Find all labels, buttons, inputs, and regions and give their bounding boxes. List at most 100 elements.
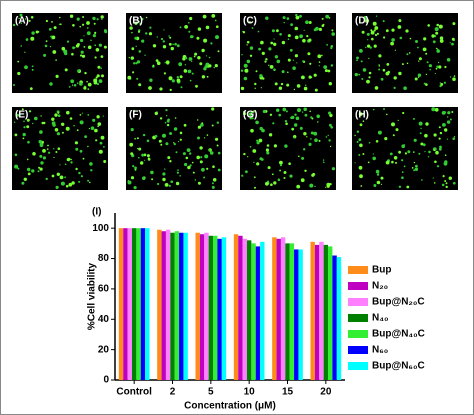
cell-dot	[45, 177, 48, 181]
cell-dot	[211, 14, 216, 18]
cell-dot	[22, 132, 26, 137]
cell-dot	[31, 31, 35, 35]
cell-dot	[194, 52, 198, 56]
cell-dot	[390, 41, 394, 46]
cell-dot	[53, 156, 55, 159]
cell-dot	[149, 78, 153, 82]
cell-dot	[299, 126, 303, 130]
cell-dot	[269, 113, 273, 117]
cell-dot	[439, 82, 441, 84]
cell-dot	[398, 19, 402, 23]
cell-dot	[131, 31, 133, 34]
cell-dot	[49, 82, 53, 86]
cell-dot	[96, 18, 99, 21]
cell-dot	[254, 87, 256, 90]
cell-dot	[39, 167, 43, 171]
y-tick-label: 60	[98, 284, 110, 295]
cell-dot	[384, 137, 388, 141]
cell-dot	[197, 136, 200, 140]
panel-label: (H)	[355, 110, 369, 121]
cell-dot	[408, 52, 411, 54]
cell-dot	[180, 86, 183, 89]
cell-dot	[174, 42, 177, 46]
cell-dot	[283, 21, 285, 24]
cell-dot	[39, 143, 44, 148]
cell-dot	[64, 163, 67, 166]
cell-dot	[287, 34, 291, 38]
legend-swatch	[348, 314, 368, 322]
cell-dot	[72, 46, 75, 50]
cell-dot	[31, 169, 35, 173]
cell-dot	[438, 147, 442, 151]
cell-dot	[445, 185, 448, 189]
cell-dot	[58, 23, 61, 25]
bar	[208, 235, 214, 380]
cell-dot	[199, 62, 203, 66]
cell-dot	[95, 76, 98, 79]
cell-dot	[401, 159, 404, 162]
cell-dot	[87, 114, 90, 116]
cell-dot	[182, 57, 186, 61]
cell-dot	[165, 60, 170, 65]
cell-dot	[138, 156, 140, 159]
cell-dot	[162, 177, 166, 182]
cell-dot	[70, 161, 73, 164]
cell-dot	[251, 27, 254, 29]
cell-dot	[447, 116, 449, 118]
cell-dot	[144, 176, 146, 178]
cell-dot	[184, 64, 186, 66]
cell-dot	[307, 52, 311, 56]
cell-dot	[154, 134, 158, 138]
cell-dot	[405, 29, 409, 33]
cell-dot	[427, 156, 430, 158]
cell-dot	[370, 29, 373, 32]
bar	[251, 243, 256, 380]
cell-dot	[362, 68, 367, 72]
legend-label: Bup	[372, 265, 391, 276]
cell-dot	[372, 153, 374, 155]
cell-dot	[289, 174, 293, 178]
cell-dot	[421, 179, 423, 181]
cell-dot	[313, 131, 318, 136]
cell-dot	[256, 141, 260, 145]
cell-dot	[211, 182, 214, 185]
cell-dot	[256, 162, 260, 166]
cell-dot	[293, 136, 296, 139]
cell-dot	[256, 139, 259, 142]
cell-dot	[100, 67, 102, 69]
cell-dot	[156, 61, 161, 65]
cell-dot	[356, 141, 359, 143]
cell-dot	[328, 82, 332, 86]
cell-dot	[86, 31, 91, 36]
cell-dot	[453, 136, 456, 138]
panel-label: (C)	[243, 16, 257, 27]
cell-dot	[78, 180, 81, 183]
cell-dot	[196, 155, 200, 160]
cell-dot	[439, 36, 444, 40]
cell-dot	[243, 76, 248, 81]
cell-dot	[393, 156, 398, 160]
cell-dot	[197, 27, 202, 31]
cell-dot	[88, 128, 90, 130]
cell-dot	[446, 120, 451, 124]
cell-dot	[295, 13, 298, 17]
cell-dot	[83, 35, 85, 37]
cell-dot	[76, 17, 80, 21]
cell-dot	[255, 70, 258, 73]
cell-dot	[27, 172, 31, 176]
bar	[145, 228, 150, 380]
cell-dot	[61, 122, 65, 127]
cell-dot	[318, 65, 320, 67]
cell-dot	[244, 68, 249, 73]
cell-dot	[56, 132, 61, 136]
cell-dot	[202, 14, 207, 19]
cell-dot	[203, 176, 206, 179]
cell-dot	[57, 147, 61, 150]
cell-dot	[97, 65, 101, 69]
cell-dot	[425, 83, 428, 86]
cell-dot	[163, 29, 165, 31]
cell-dot	[135, 62, 138, 65]
cell-dot	[241, 174, 244, 177]
cell-dot	[376, 173, 380, 176]
